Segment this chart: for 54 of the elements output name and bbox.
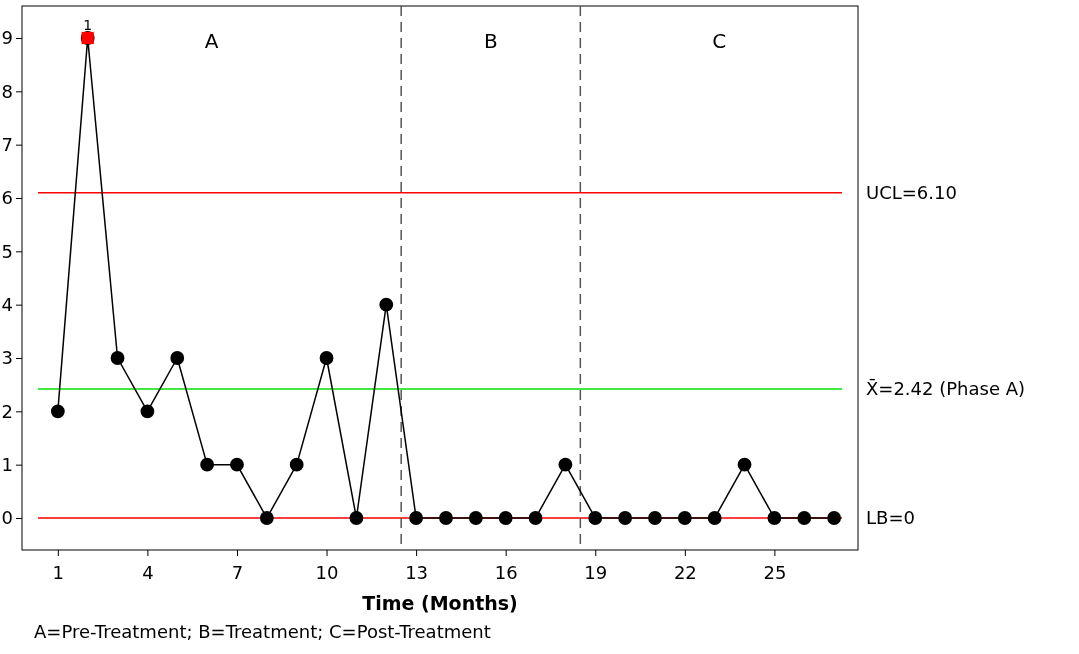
point [498, 511, 513, 525]
point [797, 511, 812, 525]
x-axis-title: Time (Months) [362, 592, 518, 614]
ref-line-label: X̄=2.42 (Phase A) [866, 377, 1026, 400]
point [588, 511, 603, 525]
point [230, 457, 244, 472]
text: A=Pre-Treatment; B=Treatment; C=Post-Treatment [34, 621, 491, 642]
point [110, 351, 125, 365]
y-tick-label: 9 [1, 27, 13, 49]
point [528, 511, 543, 525]
point [618, 511, 633, 525]
x-tick-label: 19 [584, 561, 608, 583]
y-tick-label: 2 [1, 400, 13, 422]
point [50, 404, 65, 419]
point [677, 511, 692, 525]
x-tick-label: 1 [52, 561, 65, 583]
x-tick-label: 10 [315, 561, 339, 583]
x-tick-label: 13 [405, 561, 429, 583]
point [767, 511, 782, 525]
y-tick-label: 4 [1, 293, 13, 315]
y-tick-label: 0 [1, 507, 13, 529]
point [170, 351, 185, 365]
x-tick-label: 22 [673, 561, 697, 583]
point [379, 297, 394, 312]
ref-line-label: LB=0 [866, 507, 915, 529]
point [737, 457, 752, 472]
point [558, 457, 573, 472]
y-tick-label: 5 [1, 240, 13, 262]
point [349, 511, 364, 525]
annotation: C [712, 29, 727, 53]
point [409, 511, 424, 525]
point [140, 404, 155, 419]
point [319, 351, 334, 365]
x-tick-label: 7 [231, 561, 244, 583]
y-tick-label: 7 [1, 133, 13, 155]
point [439, 511, 453, 525]
annotation: 1 [83, 16, 93, 33]
y-tick-label: 3 [1, 347, 13, 369]
annotation: B [483, 29, 498, 53]
x-tick-label: 16 [494, 561, 518, 583]
x-tick-label: 25 [763, 561, 787, 583]
y-tick-label: 6 [1, 187, 13, 209]
point [707, 511, 722, 525]
annotation: A [204, 29, 219, 53]
point [289, 457, 304, 472]
x-tick-label: 4 [142, 561, 154, 583]
point [259, 511, 274, 525]
point [200, 457, 215, 472]
point [827, 511, 842, 525]
point [468, 511, 483, 525]
ref-line-label: UCL=6.10 [866, 181, 957, 203]
point [648, 511, 662, 525]
y-tick-label: 1 [1, 453, 13, 475]
y-tick-label: 8 [1, 80, 13, 102]
